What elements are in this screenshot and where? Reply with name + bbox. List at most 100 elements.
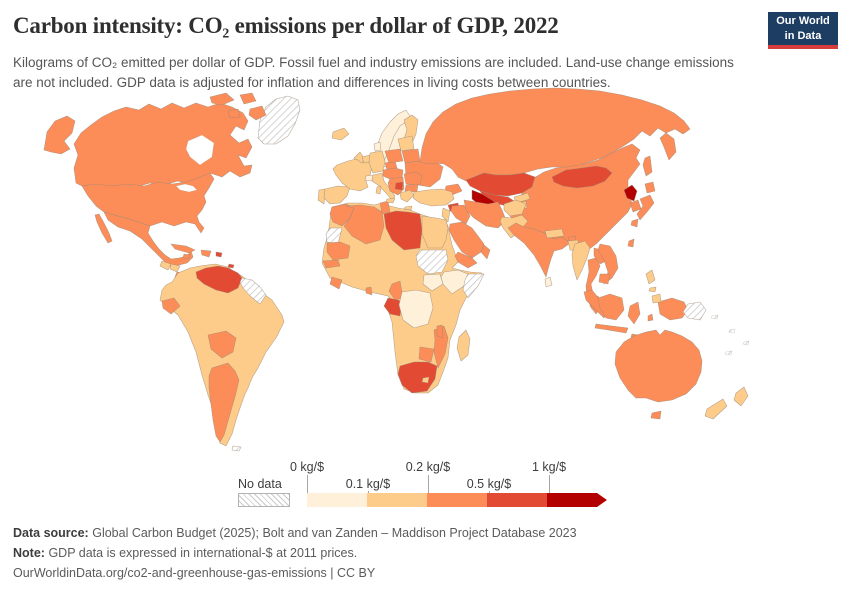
country-jamaica[interactable]	[182, 253, 191, 260]
country-japan-kyushu[interactable]	[630, 218, 639, 228]
country-somalia[interactable]	[462, 273, 485, 299]
country-ethiopia[interactable]	[440, 269, 469, 295]
country-canada-arctic-island[interactable]	[209, 92, 235, 106]
country-canada-arctic-island[interactable]	[248, 105, 267, 121]
legend-bin-3[interactable]	[427, 493, 487, 507]
country-indonesia-sulawesi[interactable]	[627, 301, 641, 325]
country-baltics[interactable]	[397, 135, 415, 152]
country-venezuela[interactable]	[195, 265, 243, 294]
country-bolivia[interactable]	[207, 330, 237, 359]
country-zimbabwe[interactable]	[418, 346, 435, 363]
country-switzerland[interactable]	[364, 174, 374, 182]
legend-no-data-swatch[interactable]	[238, 493, 290, 507]
legend-bin-5[interactable]	[547, 493, 607, 507]
legend-bin-2[interactable]	[367, 493, 427, 507]
country-south-sudan[interactable]	[422, 273, 444, 292]
country-levant[interactable]	[441, 207, 451, 223]
country-sudan[interactable]	[415, 249, 449, 275]
owid-logo[interactable]: Our World in Data	[768, 12, 838, 49]
country-indonesia-borneo[interactable]	[597, 293, 625, 321]
country-japan-honshu[interactable]	[636, 194, 655, 221]
country-japan-hokkaido[interactable]	[644, 181, 656, 194]
country-indonesia-papua[interactable]	[657, 297, 689, 321]
country-sri-lanka[interactable]	[544, 276, 553, 288]
country-cuba[interactable]	[170, 243, 196, 254]
country-spain[interactable]	[323, 185, 351, 205]
country-trinidad[interactable]	[227, 263, 235, 269]
country-nepal[interactable]	[544, 228, 565, 239]
country-guyana-suriname[interactable]	[239, 277, 267, 305]
country-yemen[interactable]	[454, 251, 478, 269]
country-lesotho[interactable]	[421, 376, 430, 384]
country-iraq[interactable]	[450, 204, 471, 225]
country-guatemala[interactable]	[159, 260, 172, 271]
country-sierra-leone-liberia[interactable]	[329, 276, 343, 290]
country-tasmania[interactable]	[650, 410, 662, 420]
country-russia-sakhalin[interactable]	[642, 155, 653, 177]
country-greece-crete[interactable]	[403, 205, 413, 211]
footer-citation-line[interactable]: OurWorldinData.org/co2-and-greenhouse-ga…	[13, 566, 376, 580]
country-italy-sicily[interactable]	[385, 197, 396, 204]
country-greenland[interactable]	[257, 95, 301, 145]
country-romania[interactable]	[403, 171, 423, 186]
country-malawi[interactable]	[436, 324, 444, 339]
country-turkey[interactable]	[412, 188, 455, 207]
pacific-island[interactable]	[728, 328, 736, 334]
pacific-island[interactable]	[710, 314, 719, 320]
country-myanmar[interactable]	[571, 240, 591, 281]
country-mexico[interactable]	[103, 211, 194, 267]
country-tunisia[interactable]	[379, 200, 391, 215]
country-madagascar[interactable]	[456, 329, 471, 362]
country-iceland[interactable]	[331, 127, 350, 141]
country-germany[interactable]	[368, 150, 386, 174]
country-serbia-bosnia[interactable]	[394, 181, 404, 191]
country-philippines-mindanao[interactable]	[651, 293, 662, 304]
country-philippines-visayas[interactable]	[648, 286, 657, 293]
country-ecuador[interactable]	[161, 297, 181, 315]
country-algeria[interactable]	[343, 204, 385, 245]
country-togo-benin[interactable]	[365, 286, 373, 296]
country-greece[interactable]	[399, 189, 415, 203]
country-argentina[interactable]	[208, 362, 240, 443]
country-australia[interactable]	[614, 329, 703, 403]
country-indonesia-moluccas[interactable]	[647, 313, 654, 322]
country-denmark[interactable]	[373, 141, 382, 152]
country-cambodia[interactable]	[598, 273, 611, 285]
country-north-korea[interactable]	[623, 184, 638, 202]
country-indonesia-java[interactable]	[594, 323, 629, 334]
country-italy-sardinia[interactable]	[375, 185, 382, 195]
country-philippines-luzon[interactable]	[645, 269, 656, 285]
country-mexico-baja[interactable]	[94, 213, 113, 244]
country-south-africa[interactable]	[397, 361, 438, 394]
country-canada-arctic-island[interactable]	[227, 108, 241, 119]
country-taiwan[interactable]	[627, 238, 635, 248]
legend-bin-1[interactable]	[307, 493, 367, 507]
country-canada-arctic-island[interactable]	[239, 92, 257, 105]
country-canada[interactable]	[73, 102, 253, 188]
country-india[interactable]	[507, 222, 571, 278]
country-libya[interactable]	[383, 210, 423, 251]
country-papua-new-guinea[interactable]	[682, 301, 707, 321]
country-cameroon[interactable]	[388, 280, 404, 301]
country-congo-gabon[interactable]	[383, 297, 403, 317]
country-portugal[interactable]	[317, 188, 326, 205]
country-belarus[interactable]	[401, 148, 421, 164]
pacific-island[interactable]	[742, 340, 750, 346]
country-puerto-rico[interactable]	[215, 251, 223, 258]
country-drc[interactable]	[398, 289, 434, 329]
country-mongolia[interactable]	[551, 165, 613, 189]
country-new-zealand-north[interactable]	[733, 386, 749, 407]
legend-bin-4[interactable]	[487, 493, 547, 507]
pacific-island[interactable]	[724, 350, 733, 356]
country-egypt[interactable]	[421, 215, 449, 249]
country-afghanistan[interactable]	[503, 199, 527, 217]
country-new-zealand-south[interactable]	[704, 398, 728, 420]
country-senegal[interactable]	[322, 259, 341, 269]
country-falkland-islands[interactable]	[231, 445, 242, 452]
country-mauritania[interactable]	[326, 241, 351, 261]
country-oman[interactable]	[480, 244, 491, 260]
country-alaska[interactable]	[43, 115, 76, 155]
country-russia-kamchatka[interactable]	[659, 132, 677, 161]
country-hispaniola[interactable]	[200, 249, 212, 258]
country-poland[interactable]	[384, 148, 404, 164]
